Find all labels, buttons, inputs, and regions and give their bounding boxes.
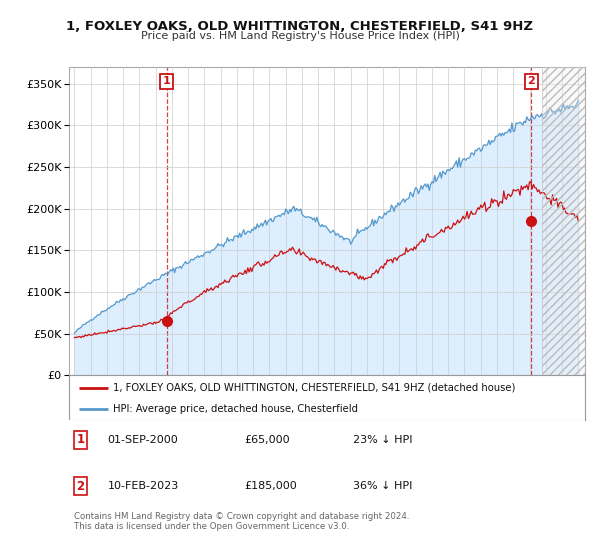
- Bar: [542, 67, 585, 375]
- Text: 36% ↓ HPI: 36% ↓ HPI: [353, 481, 412, 491]
- Text: 23% ↓ HPI: 23% ↓ HPI: [353, 435, 412, 445]
- Text: 1, FOXLEY OAKS, OLD WHITTINGTON, CHESTERFIELD, S41 9HZ (detached house): 1, FOXLEY OAKS, OLD WHITTINGTON, CHESTER…: [113, 382, 515, 393]
- Text: HPI: Average price, detached house, Chesterfield: HPI: Average price, detached house, Ches…: [113, 404, 358, 414]
- Text: 2: 2: [527, 77, 535, 86]
- Text: 1: 1: [76, 433, 85, 446]
- Text: Contains HM Land Registry data © Crown copyright and database right 2024.
This d: Contains HM Land Registry data © Crown c…: [74, 512, 410, 531]
- Text: 10-FEB-2023: 10-FEB-2023: [108, 481, 179, 491]
- Bar: [542, 67, 585, 375]
- Text: 01-SEP-2000: 01-SEP-2000: [108, 435, 178, 445]
- Text: Price paid vs. HM Land Registry's House Price Index (HPI): Price paid vs. HM Land Registry's House …: [140, 31, 460, 41]
- Text: £65,000: £65,000: [244, 435, 290, 445]
- Text: 1, FOXLEY OAKS, OLD WHITTINGTON, CHESTERFIELD, S41 9HZ: 1, FOXLEY OAKS, OLD WHITTINGTON, CHESTER…: [67, 20, 533, 32]
- Text: 1: 1: [163, 77, 170, 86]
- Text: £185,000: £185,000: [244, 481, 297, 491]
- Text: 2: 2: [76, 480, 85, 493]
